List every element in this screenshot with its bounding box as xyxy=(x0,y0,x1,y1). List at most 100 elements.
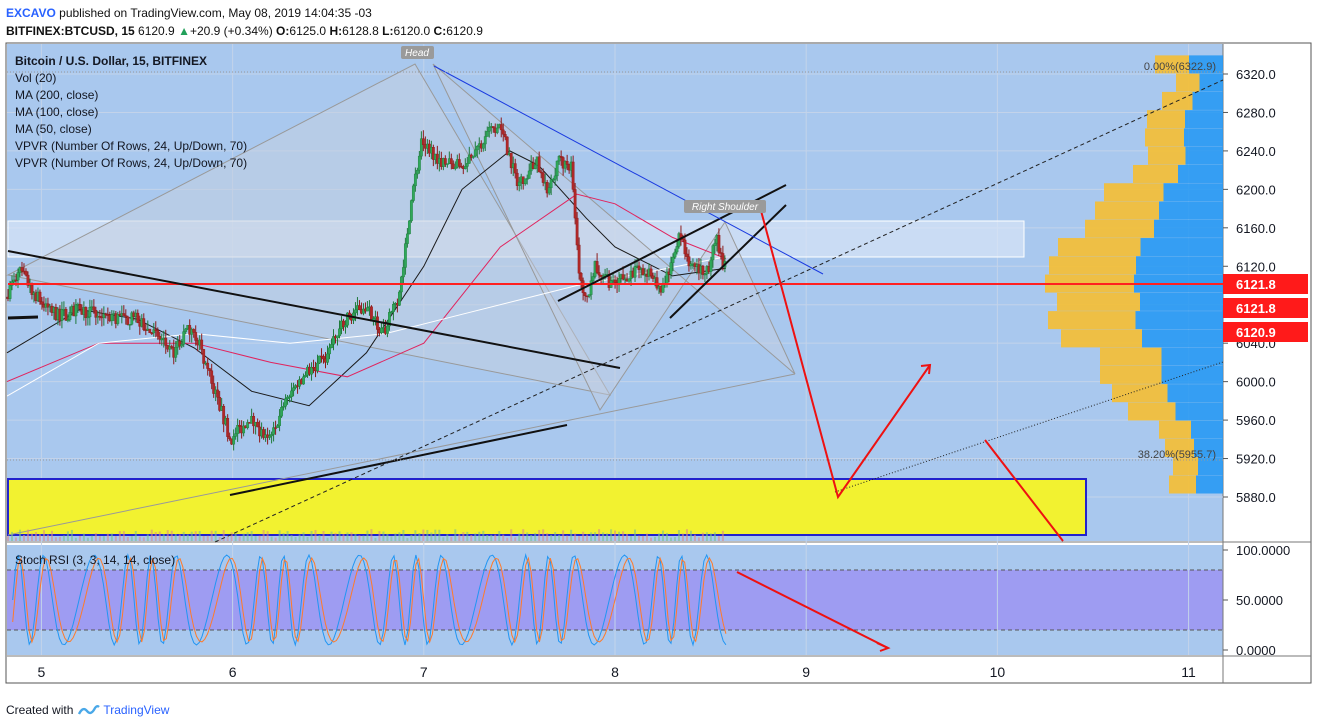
volume-bar xyxy=(54,537,57,541)
volume-bar xyxy=(154,532,157,541)
volume-bar xyxy=(178,534,181,541)
volume-bar xyxy=(206,535,209,541)
ma-line xyxy=(6,193,727,383)
volume-bar xyxy=(310,530,313,541)
candle-body xyxy=(46,303,50,308)
volume-bar xyxy=(594,532,597,541)
volume-bar xyxy=(222,530,225,541)
vp-down-bar xyxy=(1165,438,1194,457)
candle-body xyxy=(495,127,499,133)
volume-bar xyxy=(314,529,317,541)
volume-bar xyxy=(697,537,700,541)
volume-bar xyxy=(330,531,333,541)
candle-body xyxy=(278,415,281,426)
candle-body xyxy=(392,304,395,312)
volume-bar xyxy=(610,529,613,541)
volume-bar xyxy=(214,530,217,541)
legend-item[interactable]: VPVR (Number Of Rows, 24, Up/Down, 70) xyxy=(15,156,248,170)
candle-body xyxy=(575,217,579,246)
legend-item[interactable]: MA (200, close) xyxy=(15,88,99,102)
volume-bar xyxy=(669,537,672,541)
volume-bar xyxy=(665,532,668,541)
candle-body xyxy=(453,166,457,169)
open-value: 6125.0 xyxy=(289,24,327,38)
candle-body xyxy=(310,367,313,375)
volume-bar xyxy=(654,536,657,541)
candle-body xyxy=(591,276,595,282)
legend-item[interactable]: MA (100, close) xyxy=(15,105,99,119)
candle-body xyxy=(292,387,295,392)
publisher-name[interactable]: EXCAVO xyxy=(6,6,56,20)
candle-body xyxy=(390,311,393,313)
vp-up-bar xyxy=(1192,91,1223,110)
volume-bar xyxy=(370,529,373,541)
volume-bar xyxy=(254,536,257,541)
volume-bar xyxy=(618,531,621,541)
stoch-label[interactable]: Stoch RSI (3, 3, 14, 14, close) xyxy=(15,553,176,567)
volume-bar xyxy=(358,535,361,541)
volume-bar xyxy=(442,537,445,541)
candle-body xyxy=(342,320,345,328)
volume-bar xyxy=(394,533,397,541)
price-tag-2: 6121.8 xyxy=(1236,301,1276,316)
candle-body xyxy=(268,435,271,438)
vp-up-bar xyxy=(1135,311,1223,330)
volume-bar xyxy=(550,534,553,541)
volume-bar xyxy=(673,537,676,541)
candle-body xyxy=(206,362,210,369)
candle-body xyxy=(555,160,559,177)
candle-body xyxy=(152,329,156,334)
wedge-lower xyxy=(669,204,787,319)
legend-item[interactable]: MA (50, close) xyxy=(15,122,92,136)
volume-bar xyxy=(661,530,664,541)
dashed-trendline xyxy=(214,79,1224,543)
footer-text: Created with xyxy=(6,703,74,717)
candle-body xyxy=(332,336,335,345)
stoch-k-line xyxy=(12,553,727,647)
candle-body xyxy=(703,273,707,276)
candle-body xyxy=(276,425,279,428)
vp-up-bar xyxy=(1199,73,1223,92)
volume-bar xyxy=(390,536,393,541)
candle-body xyxy=(252,416,256,427)
candle-body xyxy=(587,294,591,297)
volume-bar xyxy=(78,535,81,541)
candle-body xyxy=(8,285,12,299)
candle-body xyxy=(88,307,92,318)
descending-trendline xyxy=(7,250,621,369)
candle-body xyxy=(242,425,246,434)
vp-down-bar xyxy=(1145,128,1184,147)
candle-body xyxy=(649,268,653,277)
candle-body xyxy=(547,187,551,194)
stoch-lines xyxy=(12,553,727,647)
volume-bar xyxy=(218,536,221,541)
candle-body xyxy=(270,434,273,437)
vp-up-bar xyxy=(1191,420,1223,439)
volume-bar xyxy=(402,529,405,541)
candle-body xyxy=(66,319,70,321)
legend-item[interactable]: VPVR (Number Of Rows, 24, Up/Down, 70) xyxy=(15,139,248,153)
candle-body xyxy=(613,279,617,283)
candle-body xyxy=(449,158,453,165)
footer-brand[interactable]: TradingView xyxy=(103,703,170,717)
vp-up-bar xyxy=(1185,110,1223,129)
stoch-tick-label: 50.0000 xyxy=(1236,593,1283,608)
candle-body xyxy=(473,149,477,157)
candle-body xyxy=(491,126,495,129)
legend-item[interactable]: Vol (20) xyxy=(15,71,57,85)
candle-body xyxy=(573,189,577,219)
stoch-tick-label: 0.0000 xyxy=(1236,643,1276,658)
candle-body xyxy=(541,172,545,183)
candle-body xyxy=(475,146,479,151)
volume-bar xyxy=(74,537,77,541)
vp-up-bar xyxy=(1140,292,1223,311)
volume-bar xyxy=(26,529,29,541)
volume-bar xyxy=(286,531,289,541)
time-tick-label: 7 xyxy=(420,664,428,680)
svg-text:Head: Head xyxy=(405,48,429,59)
vp-up-bar xyxy=(1184,128,1223,147)
volume-bar xyxy=(110,533,113,541)
price-tag-1: 6121.8 xyxy=(1236,277,1276,292)
candle-body xyxy=(180,344,184,347)
